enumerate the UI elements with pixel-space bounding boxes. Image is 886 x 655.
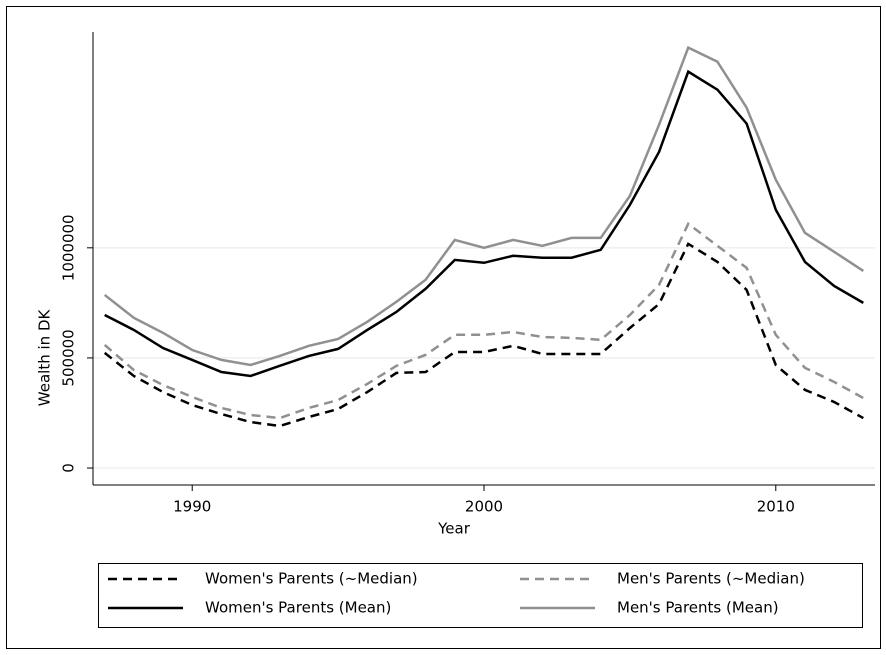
series-line: [103, 221, 864, 420]
y-tick-label: 1000000: [60, 214, 78, 281]
legend-label: Women's Parents (Mean): [205, 599, 391, 617]
x-tick-label: 2010: [757, 498, 795, 516]
x-axis-label: Year: [437, 520, 471, 538]
legend-label: Women's Parents (~Median): [205, 570, 418, 588]
y-tick-label: 0: [60, 463, 78, 473]
y-tick-label: 500000: [60, 329, 78, 386]
series-line: [103, 45, 865, 367]
series-line: [104, 69, 864, 378]
y-axis-label: Wealth in DK: [36, 309, 54, 407]
legend-label: Men's Parents (~Median): [617, 570, 805, 588]
x-tick-label: 2000: [465, 498, 503, 516]
legend-label: Men's Parents (Mean): [617, 599, 779, 617]
x-tick-label: 1990: [173, 498, 211, 516]
legend-box: [98, 563, 863, 628]
frame: [6, 6, 881, 649]
series-line: [103, 242, 864, 428]
